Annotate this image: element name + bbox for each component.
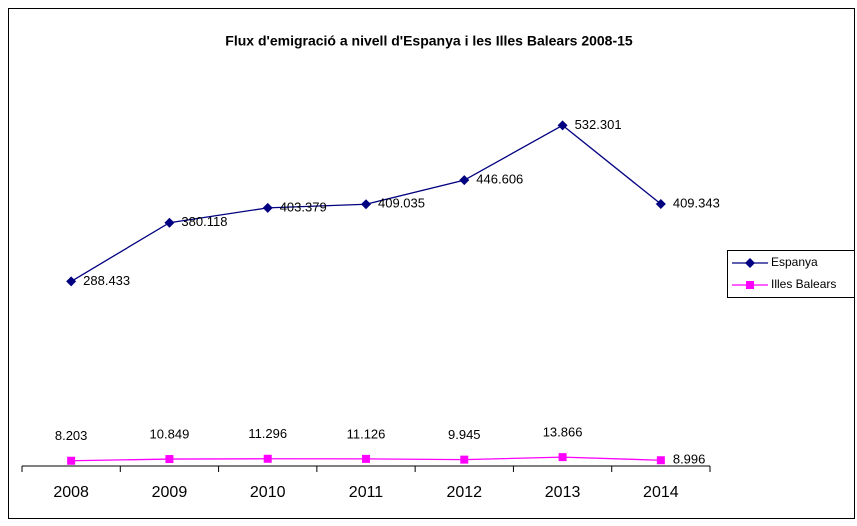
data-label: 446.606 <box>476 172 523 187</box>
data-label: 409.343 <box>673 195 720 210</box>
data-label: 380.118 <box>181 214 227 229</box>
x-tick-label: 2012 <box>446 484 482 501</box>
data-label: 13.866 <box>543 425 583 440</box>
marker <box>745 258 755 268</box>
legend-label: Espanya <box>771 255 818 269</box>
data-label: 532.301 <box>575 117 622 132</box>
marker <box>263 454 272 463</box>
data-label: 11.296 <box>248 426 287 441</box>
legend-box <box>727 250 855 298</box>
data-label: 9.945 <box>448 427 481 442</box>
x-tick-label: 2009 <box>152 484 188 501</box>
marker <box>746 281 754 289</box>
marker <box>557 120 568 131</box>
marker <box>67 456 76 465</box>
chart-border <box>8 8 855 519</box>
marker <box>66 276 77 287</box>
legend-label: Illes Balears <box>771 277 836 291</box>
data-label: 8.203 <box>55 428 88 443</box>
x-tick-label: 2013 <box>545 484 581 501</box>
x-tick-label: 2008 <box>53 484 89 501</box>
x-tick-label: 2011 <box>349 484 384 501</box>
data-label: 403.379 <box>280 199 327 214</box>
data-label: 10.849 <box>150 426 190 441</box>
x-tick-label: 2014 <box>643 484 679 501</box>
marker <box>361 199 371 210</box>
marker <box>262 202 273 213</box>
marker <box>164 217 175 228</box>
marker <box>558 453 567 462</box>
data-label: 409.035 <box>378 196 425 211</box>
data-label: 11.126 <box>347 426 386 441</box>
marker <box>362 454 370 463</box>
x-tick-label: 2010 <box>250 484 286 501</box>
marker <box>655 199 666 210</box>
marker <box>460 455 469 464</box>
data-label: 288.433 <box>83 273 130 288</box>
data-label: 8.996 <box>673 452 706 467</box>
marker <box>656 456 665 465</box>
marker <box>459 175 470 186</box>
chart-title: Flux d'emigració a nivell d'Espanya i le… <box>225 33 633 49</box>
marker <box>165 455 174 464</box>
